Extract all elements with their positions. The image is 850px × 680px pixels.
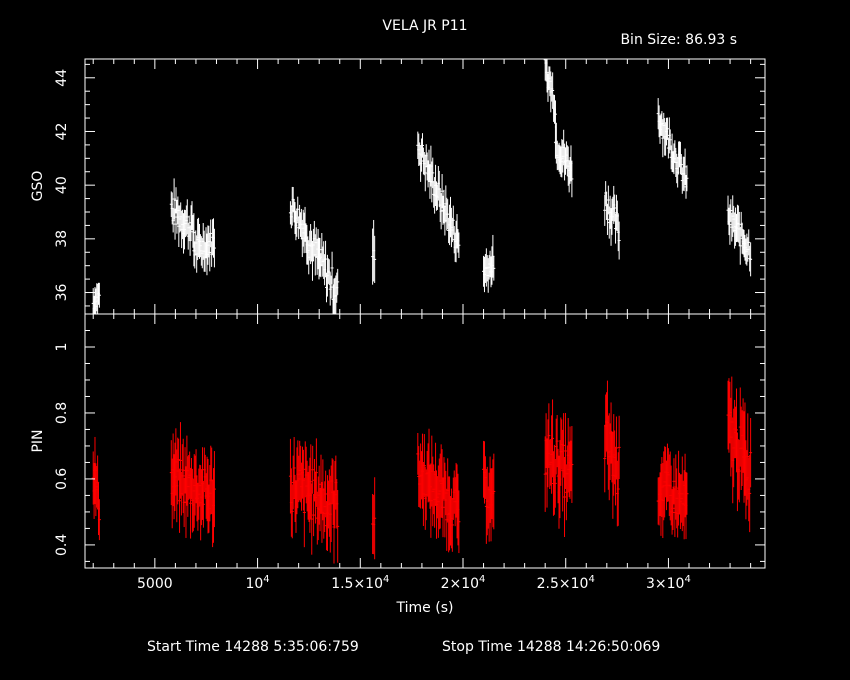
y-tick-label: 0.4 bbox=[54, 534, 70, 556]
gso-panel: 36 38 40 42 44 GSO bbox=[30, 58, 766, 315]
y-tick-label: 1 bbox=[54, 343, 70, 352]
y-tick-label: 36 bbox=[54, 284, 70, 302]
stop-time-label: Stop Time 14288 14:26:50:069 bbox=[442, 639, 660, 655]
bin-size-label: Bin Size: 86.93 s bbox=[620, 32, 737, 48]
pin-panel: 0.4 0.6 0.8 1 5000 104 1.5×104 2×104 2.5×104 3×10… bbox=[30, 313, 766, 592]
gso-axis-label: GSO bbox=[30, 171, 46, 202]
pin-axes: 0.4 0.6 0.8 1 5000 104 1.5×104 2×104 2.5×104 3×10… bbox=[54, 313, 766, 592]
y-tick-label: 42 bbox=[54, 123, 70, 141]
start-time-label: Start Time 14288 5:35:06:759 bbox=[147, 639, 359, 655]
y-tick-label: 38 bbox=[54, 230, 70, 248]
y-tick-label: 0.6 bbox=[54, 468, 70, 490]
y-tick-label: 44 bbox=[54, 69, 70, 87]
y-tick-label: 0.8 bbox=[54, 402, 70, 424]
plot-frame bbox=[84, 313, 766, 569]
x-tick-label: 3×104 bbox=[646, 574, 691, 592]
x-tick-label: 104 bbox=[245, 574, 269, 592]
x-axis-label: Time (s) bbox=[396, 600, 454, 616]
x-tick-label: 2×104 bbox=[441, 574, 486, 592]
pin-data-points bbox=[91, 376, 753, 564]
chart-title: VELA JR P11 bbox=[382, 18, 467, 34]
pin-axis-label: PIN bbox=[30, 429, 46, 452]
y-tick-label: 40 bbox=[54, 176, 70, 194]
x-tick-label: 5000 bbox=[137, 576, 173, 592]
gso-axes: 36 38 40 42 44 bbox=[54, 58, 766, 315]
gso-data-points bbox=[91, 59, 753, 314]
x-tick-label: 2.5×104 bbox=[537, 574, 595, 592]
x-tick-label: 1.5×104 bbox=[331, 574, 389, 592]
